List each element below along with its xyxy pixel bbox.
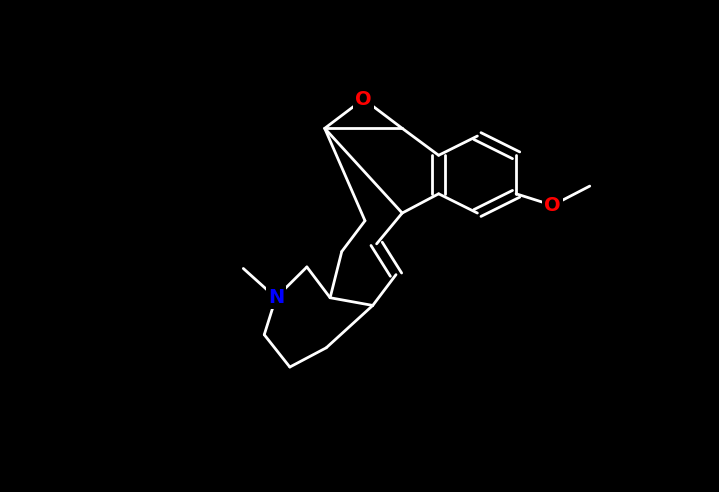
Text: O: O	[355, 90, 372, 109]
Text: N: N	[267, 288, 284, 307]
Text: O: O	[544, 196, 561, 215]
